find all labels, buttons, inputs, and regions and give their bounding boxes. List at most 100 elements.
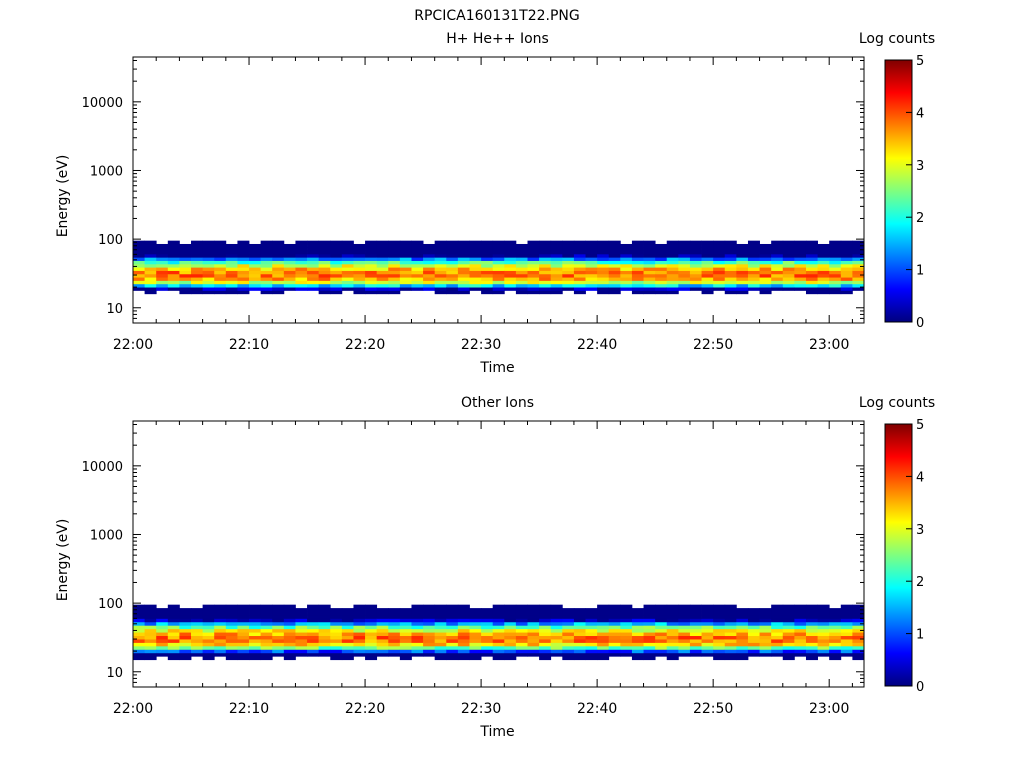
heatmap-cell (353, 608, 366, 612)
heatmap-cell (608, 273, 621, 278)
heatmap-cell (504, 604, 517, 609)
heatmap-cell (771, 604, 784, 609)
heatmap-cell (237, 635, 250, 640)
heatmap-cell (341, 645, 354, 650)
heatmap-cell (272, 273, 285, 278)
heatmap-cell (225, 267, 238, 271)
heatmap-cell (805, 243, 818, 248)
heatmap-cell (736, 625, 749, 630)
heatmap-cell (597, 611, 610, 616)
heatmap-cell (643, 243, 656, 248)
heatmap-cell (341, 250, 354, 255)
heatmap-cell (411, 277, 424, 281)
heatmap-cell (747, 639, 760, 643)
heatmap-cell (643, 283, 656, 288)
heatmap-cell (399, 618, 412, 623)
heatmap-cell (318, 618, 331, 623)
heatmap-cell (724, 290, 737, 295)
heatmap-cell (817, 290, 830, 295)
heatmap-cell (678, 260, 691, 265)
heatmap-cell (225, 628, 238, 633)
heatmap-cell (341, 635, 354, 640)
heatmap-cell (724, 649, 737, 654)
heatmap-cell (736, 632, 749, 637)
heatmap-cell (249, 604, 262, 609)
heatmap-cell (597, 642, 610, 647)
heatmap-cell (225, 277, 238, 281)
heatmap-cell (805, 277, 818, 281)
heatmap-cell (423, 253, 436, 258)
heatmap-cell (341, 283, 354, 288)
heatmap-cell (249, 280, 262, 285)
heatmap-cell (365, 267, 378, 271)
heatmap-cell (330, 611, 343, 616)
heatmap-cell (225, 283, 238, 288)
heatmap-cell (597, 290, 610, 295)
heatmap-cell (399, 260, 412, 265)
heatmap-cell (492, 632, 505, 637)
heatmap-cell (782, 652, 795, 657)
heatmap-cell (330, 270, 343, 275)
heatmap-cell (504, 243, 517, 248)
heatmap-cell (295, 287, 308, 291)
heatmap-cell (411, 635, 424, 640)
heatmap-cell (597, 639, 610, 643)
heatmap-cell (689, 247, 702, 252)
heatmap-cell (179, 618, 192, 623)
heatmap-cell (388, 267, 401, 271)
heatmap-cell (202, 263, 215, 268)
heatmap-cell (469, 260, 482, 265)
heatmap-cell (214, 260, 227, 265)
heatmap-cell (330, 614, 343, 619)
heatmap-cell (376, 618, 389, 623)
heatmap-cell (133, 287, 145, 291)
heatmap-cell (365, 260, 378, 265)
heatmap-cell (179, 283, 192, 288)
heatmap-cell (747, 618, 760, 623)
heatmap-cell (318, 635, 331, 640)
heatmap-cell (399, 267, 412, 271)
heatmap-cell (539, 280, 552, 285)
heatmap-cell (457, 247, 470, 252)
heatmap-cell (724, 642, 737, 647)
heatmap-cell (794, 270, 807, 275)
heatmap-cell (167, 253, 180, 258)
heatmap-cell (573, 260, 586, 265)
heatmap-cell (330, 632, 343, 637)
heatmap-cell (794, 247, 807, 252)
heatmap-cell (365, 614, 378, 619)
heatmap-cell (202, 649, 215, 654)
heatmap-cell (747, 250, 760, 255)
heatmap-cell (840, 270, 853, 275)
heatmap-cell (631, 273, 644, 278)
heatmap-cell (678, 645, 691, 650)
heatmap-cell (446, 628, 459, 633)
heatmap-cell (156, 273, 169, 278)
heatmap-cell (655, 243, 668, 248)
heatmap-cell (399, 257, 412, 261)
heatmap-cell (272, 247, 285, 252)
heatmap-cell (457, 287, 470, 291)
heatmap-cell (457, 652, 470, 657)
heatmap-cell (620, 608, 633, 612)
heatmap-cell (365, 642, 378, 647)
heatmap-cell (701, 621, 714, 626)
heatmap-cell (736, 283, 749, 288)
heatmap-cell (550, 604, 563, 609)
heatmap-cell (562, 614, 575, 619)
x-tick-label: 22:30 (461, 337, 501, 353)
heatmap-cell (829, 283, 842, 288)
heatmap-cell (736, 635, 749, 640)
heatmap-cell (353, 628, 366, 633)
heatmap-cell (353, 635, 366, 640)
heatmap-cell (399, 247, 412, 252)
heatmap-cell (411, 280, 424, 285)
heatmap-cell (852, 273, 865, 278)
heatmap-cell (608, 247, 621, 252)
heatmap-cell (573, 628, 586, 633)
heatmap-cell (295, 649, 308, 654)
heatmap-cell (747, 277, 760, 281)
heatmap-cell (736, 639, 749, 643)
heatmap-cell (620, 267, 633, 271)
heatmap-cell (515, 280, 528, 285)
